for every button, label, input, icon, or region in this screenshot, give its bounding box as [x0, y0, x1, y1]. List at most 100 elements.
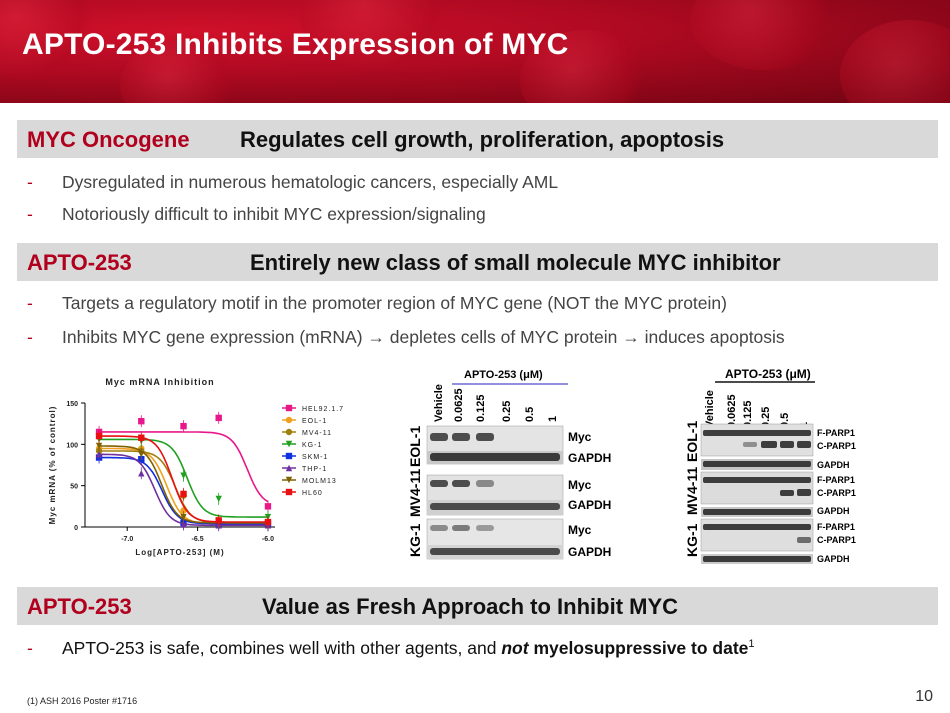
data-point [285, 452, 293, 460]
band-label: GAPDH [568, 451, 611, 465]
bullet-emphasis: not [501, 638, 529, 658]
data-point [285, 416, 293, 424]
data-point [285, 464, 293, 472]
cell-line-label: KG-1 [407, 523, 423, 557]
bullet-text: Targets a regulatory motif in the promot… [62, 293, 727, 313]
section-heading: Regulates cell growth, proliferation, ap… [240, 127, 725, 152]
data-point [95, 451, 103, 458]
band-label: GAPDH [817, 460, 850, 470]
data-point [180, 472, 187, 479]
band-label: F-PARP1 [817, 522, 855, 532]
x-axis-label: Log[APTO-253] (M) [135, 548, 224, 557]
legend-label: EOL-1 [302, 418, 327, 425]
section-label: MYC Oncogene [27, 127, 190, 152]
band-label: F-PARP1 [817, 428, 855, 438]
legend-label: HEL92.1.7 [302, 406, 344, 413]
bullet-marker: - [27, 638, 33, 658]
data-point [285, 404, 293, 412]
data-point [215, 495, 222, 503]
page-number: 10 [915, 688, 933, 705]
legend-label: MOLM13 [302, 478, 337, 485]
data-point [264, 518, 272, 526]
data-point [180, 490, 187, 498]
series-line [99, 435, 268, 523]
band-label: GAPDH [817, 506, 850, 516]
lane-label: Vehicle [433, 384, 445, 422]
data-point [138, 434, 145, 441]
x-tick-label: -6.5 [192, 536, 204, 543]
lane-label: 0.0625 [726, 394, 738, 428]
section-heading: Value as Fresh Approach to Inhibit MYC [262, 594, 679, 619]
western-blot-myc: APTO-253 (μM) Vehicle 0.0625 0.125 0.25 … [407, 369, 611, 560]
band-label: C-PARP1 [817, 441, 856, 451]
myc-mrna-chart: Myc mRNA Inhibition 0 50 100 150 -7.0 -6.5 -6.0… [48, 377, 344, 557]
bullet-text: Dysregulated in numerous hematologic can… [62, 172, 559, 192]
legend-label: MV4-11 [302, 430, 332, 437]
data-point [138, 470, 145, 477]
y-tick-label: 50 [70, 484, 78, 491]
bullet-item: - Targets a regulatory motif in the promo… [27, 293, 727, 314]
bullet-marker: - [27, 172, 33, 192]
data-point [138, 417, 145, 425]
bullet-item: - Notoriously difficult to inhibit MYC ex… [27, 204, 486, 225]
bullet-marker: - [27, 204, 33, 224]
data-point [95, 432, 103, 440]
data-point [285, 440, 293, 448]
band-label: GAPDH [568, 498, 611, 512]
section-header-value: APTO-253 Value as Fresh Approach to Inhi… [17, 587, 938, 625]
x-tick-label: -6.0 [262, 536, 274, 543]
data-point [215, 517, 222, 524]
western-blot-parp1: APTO-253 (μM) Vehicle 0.0625 0.125 0.25 … [684, 367, 856, 564]
lane-label: 0.5 [524, 407, 536, 422]
bullet-text: Notoriously difficult to inhibit MYC exp… [62, 204, 486, 224]
band-label: GAPDH [568, 545, 611, 559]
legend-label: HL60 [302, 490, 323, 497]
title-banner: APTO-253 Inhibits Expression of MYC [0, 0, 950, 103]
y-tick-label: 100 [66, 442, 78, 449]
cell-line-label: KG-1 [684, 523, 700, 557]
footnote: (1) ASH 2016 Poster #1716 [27, 696, 138, 706]
lane-label: 0.25 [760, 407, 772, 428]
data-point [285, 476, 293, 484]
bullet-marker: - [27, 293, 33, 313]
data-point [264, 503, 272, 510]
blot-header: APTO-253 (μM) [464, 369, 543, 381]
band-label: GAPDH [817, 554, 850, 564]
data-point [285, 488, 293, 496]
legend-label: THP-1 [302, 466, 327, 473]
lane-label: 0.25 [501, 401, 513, 422]
section-label: APTO-253 [27, 594, 132, 619]
y-tick-label: 150 [66, 401, 78, 408]
lane-label: 1 [547, 416, 559, 422]
band-label: Myc [568, 523, 592, 537]
x-tick-label: -7.0 [121, 536, 133, 543]
bullet-item: - APTO-253 is safe, combines well with ot… [27, 638, 755, 659]
data-point [180, 521, 187, 528]
bullet-item: - Inhibits MYC gene expression (mRNA) → d… [27, 327, 785, 348]
bullet-bold: myelosuppressive to date [528, 638, 749, 658]
band-label: Myc [568, 430, 592, 444]
series-line [99, 438, 268, 518]
lane-label: 0.125 [742, 400, 754, 428]
data-point [215, 414, 222, 422]
data-point [95, 442, 103, 450]
y-tick-label: 0 [74, 525, 78, 532]
bullet-item: - Dysregulated in numerous hematologic ca… [27, 172, 558, 193]
band-label: C-PARP1 [817, 488, 856, 498]
bullet-text: APTO-253 is safe, combines well with oth… [62, 638, 502, 658]
data-point [285, 428, 293, 436]
chart-title: Myc mRNA Inhibition [105, 377, 214, 387]
blot-header: APTO-253 (μM) [725, 367, 811, 381]
lane-label: 0.0625 [453, 388, 465, 422]
bullet-text: Inhibits MYC gene expression (mRNA) → de… [62, 327, 785, 347]
data-point [180, 513, 187, 521]
slide-title: APTO-253 Inhibits Expression of MYC [22, 28, 569, 61]
section-header-apto-253: APTO-253 Entirely new class of small mol… [17, 243, 938, 281]
data-point [138, 451, 145, 458]
section-header-myc-oncogene: MYC Oncogene Regulates cell growth, prol… [17, 120, 938, 158]
section-label: APTO-253 [27, 250, 132, 275]
cell-line-label: MV4-11 [407, 469, 423, 517]
band-label: C-PARP1 [817, 535, 856, 545]
cell-line-label: EOL-1 [407, 426, 423, 467]
lane-label: Vehicle [704, 390, 716, 428]
